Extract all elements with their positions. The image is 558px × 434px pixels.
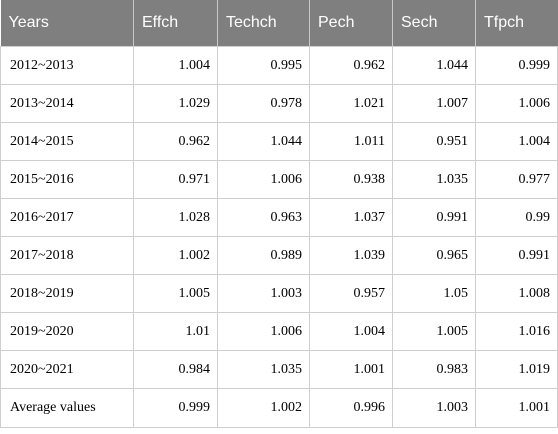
value-cell: 1.019 (475, 350, 558, 389)
value-cell: 1.01 (133, 312, 218, 351)
column-header-pech: Pech (309, 0, 393, 47)
value-cell: 0.996 (309, 388, 393, 428)
value-cell: 1.008 (475, 274, 558, 313)
column-header-techch: Techch (217, 0, 310, 47)
row-label-cell: 2019~2020 (0, 312, 134, 351)
value-cell: 1.004 (475, 122, 558, 161)
row-label-cell: 2013~2014 (0, 84, 134, 123)
value-cell: 1.006 (217, 160, 310, 199)
value-cell: 0.962 (309, 46, 393, 85)
value-cell: 1.001 (475, 388, 558, 428)
value-cell: 0.963 (217, 198, 310, 237)
value-cell: 0.977 (475, 160, 558, 199)
row-label-cell: 2016~2017 (0, 198, 134, 237)
value-cell: 0.951 (392, 122, 476, 161)
value-cell: 1.006 (475, 84, 558, 123)
value-cell: 1.035 (392, 160, 476, 199)
value-cell: 0.984 (133, 350, 218, 389)
column-header-tfpch: Tfpch (475, 0, 558, 47)
table-row: 2012~2013 1.004 0.995 0.962 1.044 0.999 (0, 46, 558, 85)
table-row: 2015~2016 0.971 1.006 0.938 1.035 0.977 (0, 160, 558, 199)
column-header-effch: Effch (133, 0, 218, 47)
value-cell: 0.983 (392, 350, 476, 389)
value-cell: 0.999 (475, 46, 558, 85)
value-cell: 0.962 (133, 122, 218, 161)
row-label-cell: 2012~2013 (0, 46, 134, 85)
value-cell: 0.999 (133, 388, 218, 428)
value-cell: 1.044 (392, 46, 476, 85)
value-cell: 1.039 (309, 236, 393, 275)
value-cell: 1.016 (475, 312, 558, 351)
value-cell: 0.971 (133, 160, 218, 199)
row-label-cell: 2018~2019 (0, 274, 134, 313)
table-body: 2012~2013 1.004 0.995 0.962 1.044 0.999 2013~2… (0, 46, 558, 428)
value-cell: 0.991 (475, 236, 558, 275)
row-label-cell: 2015~2016 (0, 160, 134, 199)
value-cell: 0.965 (392, 236, 476, 275)
value-cell: 1.028 (133, 198, 218, 237)
value-cell: 1.006 (217, 312, 310, 351)
value-cell: 0.995 (217, 46, 310, 85)
value-cell: 0.99 (475, 198, 558, 237)
row-label-cell: Average values (0, 388, 134, 428)
table-row: 2019~2020 1.01 1.006 1.004 1.005 1.016 (0, 312, 558, 351)
table-row: Average values 0.999 1.002 0.996 1.003 1.001 (0, 388, 558, 428)
table-row: 2016~2017 1.028 0.963 1.037 0.991 0.99 (0, 198, 558, 237)
value-cell: 0.957 (309, 274, 393, 313)
table-row: 2018~2019 1.005 1.003 0.957 1.05 1.008 (0, 274, 558, 313)
value-cell: 1.011 (309, 122, 393, 161)
value-cell: 0.978 (217, 84, 310, 123)
value-cell: 1.004 (309, 312, 393, 351)
value-cell: 1.037 (309, 198, 393, 237)
value-cell: 1.002 (133, 236, 218, 275)
value-cell: 1.004 (133, 46, 218, 85)
row-label-cell: 2017~2018 (0, 236, 134, 275)
value-cell: 1.003 (392, 388, 476, 428)
table-row: 2020~2021 0.984 1.035 1.001 0.983 1.019 (0, 350, 558, 389)
value-cell: 1.002 (217, 388, 310, 428)
value-cell: 1.007 (392, 84, 476, 123)
table-row: 2013~2014 1.029 0.978 1.021 1.007 1.006 (0, 84, 558, 123)
value-cell: 0.938 (309, 160, 393, 199)
header-row: Years Effch Techch Pech Sech Tfpch (0, 0, 558, 47)
column-header-sech: Sech (392, 0, 476, 47)
value-cell: 1.003 (217, 274, 310, 313)
value-cell: 1.005 (392, 312, 476, 351)
row-label-cell: 2020~2021 (0, 350, 134, 389)
row-label-cell: 2014~2015 (0, 122, 134, 161)
value-cell: 0.989 (217, 236, 310, 275)
value-cell: 1.029 (133, 84, 218, 123)
value-cell: 1.044 (217, 122, 310, 161)
value-cell: 1.035 (217, 350, 310, 389)
table-row: 2014~2015 0.962 1.044 1.011 0.951 1.004 (0, 122, 558, 161)
value-cell: 1.005 (133, 274, 218, 313)
value-cell: 1.05 (392, 274, 476, 313)
column-header-years: Years (0, 0, 134, 47)
value-cell: 1.021 (309, 84, 393, 123)
value-cell: 0.991 (392, 198, 476, 237)
value-cell: 1.001 (309, 350, 393, 389)
table-row: 2017~2018 1.002 0.989 1.039 0.965 0.991 (0, 236, 558, 275)
